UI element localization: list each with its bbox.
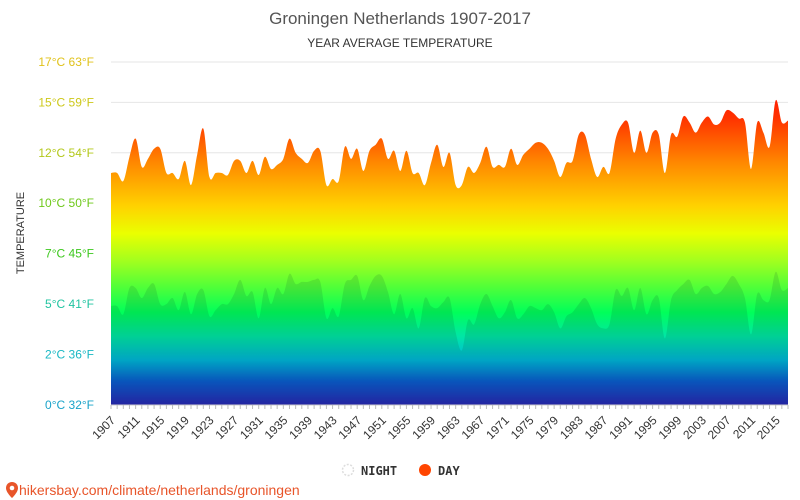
legend-label-day: DAY xyxy=(438,464,460,478)
x-tick-label: 1971 xyxy=(483,413,512,442)
x-tick-label: 1923 xyxy=(188,413,217,442)
legend: NIGHT DAY xyxy=(341,463,460,478)
y-tick-label: 5°C 41°F xyxy=(45,297,94,311)
x-tick-label: 1983 xyxy=(557,413,586,442)
x-tick-label: 1959 xyxy=(409,413,438,442)
x-tick-label: 2011 xyxy=(730,413,758,441)
legend-swatch-night xyxy=(341,463,355,477)
legend-swatch-day xyxy=(419,464,431,476)
x-tick-label: 1935 xyxy=(262,413,291,442)
y-tick-label: 17°C 63°F xyxy=(38,55,94,69)
chart-subtitle: YEAR AVERAGE TEMPERATURE xyxy=(307,36,492,50)
x-tick-label: 2015 xyxy=(754,413,783,442)
x-tick-label: 1919 xyxy=(163,413,192,442)
x-tick-label: 1991 xyxy=(606,413,635,442)
x-tick-label: 1999 xyxy=(656,413,685,442)
x-tick-label: 1943 xyxy=(311,413,340,442)
source-url: hikersbay.com/climate/netherlands/gronin… xyxy=(19,482,300,498)
x-tick-label: 1947 xyxy=(336,413,365,442)
x-axis-ticks: 1907191119151919192319271931193519391943… xyxy=(89,404,789,442)
x-tick-label: 2003 xyxy=(680,413,709,442)
source-link[interactable]: hikersbay.com/climate/netherlands/gronin… xyxy=(6,482,300,498)
y-tick-label: 10°C 50°F xyxy=(38,196,94,210)
series-layer xyxy=(111,99,788,405)
y-axis-label: TEMPERATURE xyxy=(15,192,27,274)
series-night-area xyxy=(111,271,788,405)
x-tick-label: 1995 xyxy=(631,413,660,442)
x-tick-label: 1955 xyxy=(385,413,414,442)
x-tick-label: 1987 xyxy=(582,413,611,442)
x-tick-label: 1911 xyxy=(115,413,143,441)
x-tick-label: 1979 xyxy=(532,413,561,442)
x-tick-label: 1975 xyxy=(508,413,537,442)
x-tick-label: 1951 xyxy=(360,413,389,442)
x-tick-label: 1963 xyxy=(434,413,463,442)
x-tick-label: 1907 xyxy=(89,413,118,442)
legend-label-night: NIGHT xyxy=(361,464,397,478)
y-tick-label: 12°C 54°F xyxy=(38,146,94,160)
x-tick-label: 1967 xyxy=(459,413,488,442)
map-pin-icon xyxy=(6,482,18,498)
y-tick-label: 15°C 59°F xyxy=(38,95,94,109)
series-night-shade xyxy=(111,271,788,405)
x-tick-label: 1915 xyxy=(139,413,168,442)
x-tick-label: 1939 xyxy=(286,413,315,442)
y-tick-label: 0°C 32°F xyxy=(45,398,94,412)
y-tick-label: 7°C 45°F xyxy=(45,247,94,261)
chart-title: Groningen Netherlands 1907-2017 xyxy=(269,9,531,28)
y-axis-ticks: 0°C 32°F 2°C 36°F 5°C 41°F 7°C 45°F 10°C 50°… xyxy=(38,55,94,412)
legend-item-night[interactable]: NIGHT xyxy=(341,463,398,478)
x-tick-label: 1927 xyxy=(212,413,241,442)
x-tick-label: 2007 xyxy=(705,413,734,442)
legend-item-day[interactable]: DAY xyxy=(419,464,460,478)
y-tick-label: 2°C 36°F xyxy=(45,348,94,362)
x-tick-label: 1931 xyxy=(237,413,266,442)
